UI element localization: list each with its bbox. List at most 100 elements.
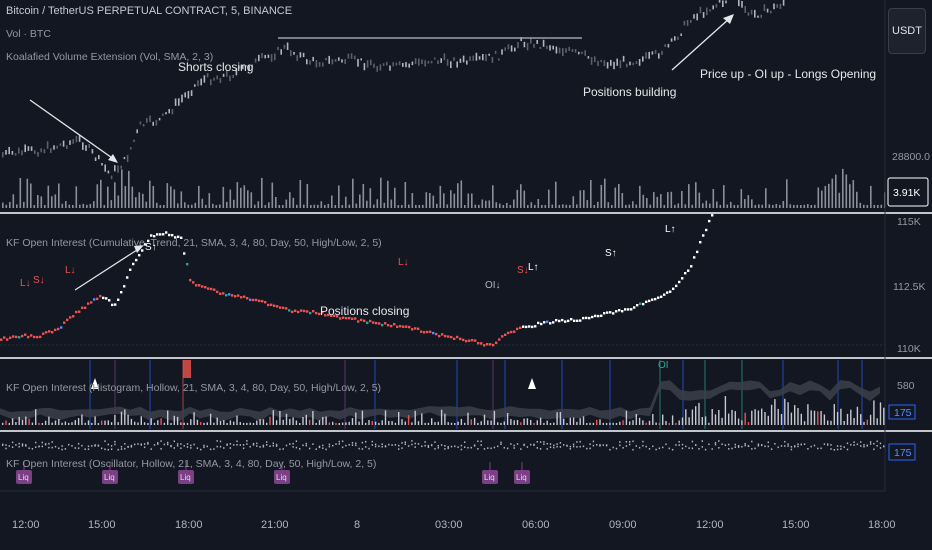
histogram-bar bbox=[480, 421, 482, 425]
oscillator-dot bbox=[338, 443, 340, 445]
volume-bar bbox=[215, 205, 218, 208]
oscillator-dot bbox=[863, 445, 865, 448]
volume-bar bbox=[19, 178, 22, 208]
oscillator-dot bbox=[289, 443, 291, 445]
volume-bar bbox=[824, 186, 827, 208]
oscillator-dot bbox=[701, 440, 703, 442]
koalafied-legend[interactable]: Koalafied Volume Extension (Vol, SMA, 2,… bbox=[6, 51, 213, 63]
oi-point bbox=[297, 310, 300, 314]
volume-bar bbox=[649, 204, 652, 208]
oi-point bbox=[471, 339, 474, 342]
histogram-bar bbox=[546, 420, 548, 425]
volume-bar bbox=[33, 205, 36, 208]
candle bbox=[126, 154, 129, 162]
histogram-bar bbox=[513, 420, 515, 425]
volume-bar bbox=[859, 202, 862, 208]
volume-bar bbox=[681, 191, 683, 208]
histogram-bar bbox=[688, 417, 690, 425]
candle bbox=[293, 51, 295, 55]
candle bbox=[744, 6, 746, 13]
oi-panel-title[interactable]: KF Open Interest (Cumulative, Trend, 21,… bbox=[6, 237, 382, 249]
oi-point bbox=[15, 335, 18, 339]
histogram-bar bbox=[665, 421, 667, 425]
oi-point bbox=[33, 335, 36, 339]
candle bbox=[632, 62, 634, 66]
oi-point bbox=[66, 318, 69, 322]
oi-point bbox=[552, 321, 555, 324]
oscillator-dot bbox=[546, 442, 548, 445]
oi-point bbox=[357, 320, 360, 323]
histogram-bar bbox=[292, 417, 294, 425]
oscillator-dot bbox=[272, 442, 274, 445]
candle bbox=[299, 52, 302, 58]
histogram-bar bbox=[31, 422, 34, 425]
candle bbox=[699, 6, 702, 14]
oscillator-dot bbox=[572, 445, 575, 448]
oscillator-dot bbox=[741, 445, 743, 448]
histogram-bar bbox=[645, 422, 647, 425]
oscillator-pane[interactable]: Liq Liq Liq Liq Liq Liq KF Open Interest (Osc… bbox=[2, 440, 916, 484]
oscillator-dot bbox=[629, 441, 631, 443]
oi-point bbox=[489, 343, 492, 346]
volume-bar bbox=[317, 204, 319, 208]
volume-bar bbox=[660, 194, 662, 208]
histogram-panel-title[interactable]: KF Open Interest (Histogram, Hollow, 21,… bbox=[6, 382, 381, 394]
oscillator-dot bbox=[315, 448, 317, 450]
candle bbox=[190, 90, 193, 96]
candle bbox=[328, 55, 330, 64]
histogram-bar bbox=[784, 398, 786, 425]
oscillator-dot bbox=[74, 447, 76, 449]
candle bbox=[181, 94, 183, 103]
histogram-bar bbox=[576, 421, 578, 425]
histogram-bar bbox=[559, 412, 562, 425]
oi-point bbox=[150, 234, 153, 237]
histogram-bar bbox=[612, 422, 614, 425]
oi-point bbox=[474, 339, 477, 342]
histogram-bar bbox=[328, 422, 331, 425]
arrow-line-2 bbox=[671, 17, 731, 71]
oi-point bbox=[78, 310, 81, 313]
histogram-bar bbox=[167, 410, 169, 425]
histogram-bar bbox=[54, 420, 57, 425]
histogram-bar bbox=[186, 422, 189, 425]
histogram-pane[interactable]: KF Open Interest (Histogram, Hollow, 21,… bbox=[0, 360, 916, 429]
histogram-bar bbox=[180, 422, 182, 425]
oscillator-dot bbox=[543, 443, 545, 445]
oi-point bbox=[240, 296, 243, 299]
oscillator-dot bbox=[322, 444, 324, 447]
oscillator-dot bbox=[143, 443, 146, 445]
volume-bar bbox=[632, 201, 634, 208]
oscillator-dot bbox=[510, 443, 512, 445]
volume-bar bbox=[733, 205, 736, 208]
oscillator-dot bbox=[876, 445, 878, 447]
price-pane[interactable]: Shorts closing Positions building Price … bbox=[2, 0, 930, 208]
oscillator-dot bbox=[279, 448, 281, 451]
volume-bar bbox=[331, 195, 333, 208]
candle bbox=[27, 146, 30, 151]
oscillator-panel-title[interactable]: KF Open Interest (Oscillator, Hollow, 21… bbox=[6, 458, 376, 470]
volume-bar bbox=[243, 185, 246, 208]
symbol-legend[interactable]: Bitcoin / TetherUS PERPETUAL CONTRACT, 5… bbox=[6, 5, 292, 17]
oscillator-dot bbox=[605, 444, 608, 446]
volume-legend[interactable]: Vol · BTC bbox=[6, 28, 51, 40]
volume-bar bbox=[796, 204, 799, 208]
oscillator-dot bbox=[840, 448, 842, 450]
histogram-bar bbox=[81, 414, 83, 425]
volume-bar bbox=[117, 195, 120, 208]
oscillator-dot bbox=[305, 444, 307, 447]
oscillator-dot bbox=[440, 444, 443, 446]
oi-point bbox=[432, 331, 435, 335]
oi-point bbox=[396, 325, 399, 328]
oi-point bbox=[249, 298, 252, 301]
candle bbox=[114, 165, 116, 172]
oscillator-dot bbox=[625, 441, 628, 443]
oscillator-dot bbox=[569, 448, 571, 450]
candle bbox=[674, 36, 676, 41]
currency-button[interactable]: USDT bbox=[888, 8, 926, 54]
time-axis[interactable]: 12:00 15:00 18:00 21:00 8 03:00 06:00 09… bbox=[12, 519, 896, 531]
histogram-bar bbox=[589, 422, 591, 425]
histogram-bar bbox=[233, 421, 235, 425]
oi-pane[interactable]: Positions closing KF Open Interest (Cumu… bbox=[0, 214, 926, 371]
volume-bar bbox=[642, 194, 645, 208]
